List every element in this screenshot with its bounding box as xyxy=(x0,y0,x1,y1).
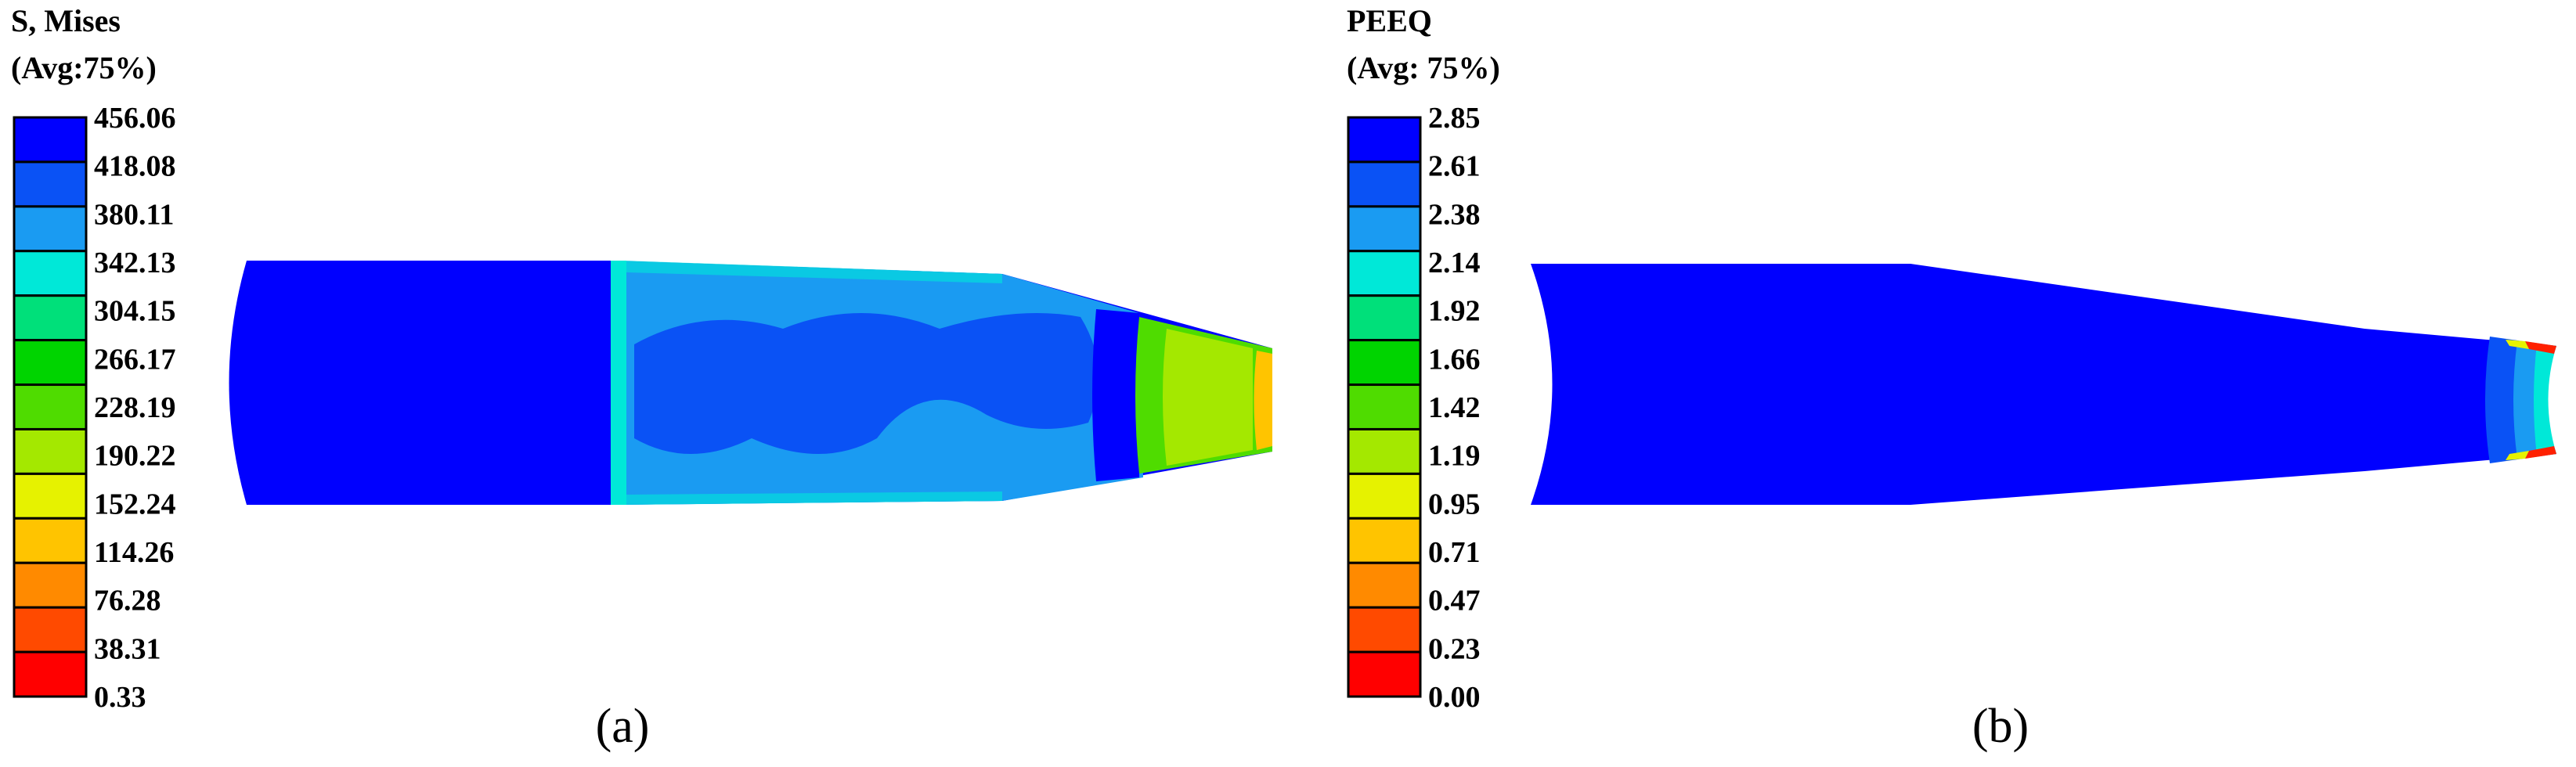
legend-tick-label: 1.92 xyxy=(1428,295,1481,328)
legend-band xyxy=(1347,160,1422,208)
legend-tick-label: 38.31 xyxy=(94,632,161,665)
legend-tick-label: 304.15 xyxy=(94,295,176,328)
specimen-a-tip-yellow xyxy=(1163,329,1253,466)
legend-band xyxy=(1347,116,1422,164)
legend-title-b-line1: PEEQ xyxy=(1347,3,1432,38)
legend-tick-label: 228.19 xyxy=(94,391,176,424)
legend-band xyxy=(1347,427,1422,475)
caption-b: (b) xyxy=(1972,700,2029,753)
legend-title-a-line2: (Avg:75%) xyxy=(11,50,157,85)
legend-band xyxy=(1347,561,1422,609)
legend-band xyxy=(13,561,88,609)
legend-band xyxy=(1347,650,1422,698)
legend-band xyxy=(13,294,88,342)
legend-tick-label: 2.85 xyxy=(1428,102,1481,135)
specimen-b-tip-red-bottom xyxy=(2525,446,2556,459)
legend-tick-label: 266.17 xyxy=(94,343,176,376)
specimen-a-zone-dark-ring xyxy=(1092,309,1139,481)
legend-tick-label: 380.11 xyxy=(94,198,174,231)
legend-band xyxy=(1347,294,1422,342)
legend-band xyxy=(1347,339,1422,387)
legend-band xyxy=(13,160,88,208)
specimen-b-tip-red-top xyxy=(2525,341,2556,354)
legend-tick-label: 0.33 xyxy=(94,681,146,714)
legend-band xyxy=(1347,384,1422,430)
legend-tick-label: 418.08 xyxy=(94,150,176,183)
specimen-b xyxy=(1531,264,2556,505)
legend-band xyxy=(1347,472,1422,520)
legend-ticks-a: 456.06 418.08 380.11 342.13 304.15 266.17 228.… xyxy=(94,102,176,714)
legend-tick-label: 1.66 xyxy=(1428,343,1481,376)
legend-tick-label: 114.26 xyxy=(94,536,174,569)
legend-ticks-b: 2.85 2.61 2.38 2.14 1.92 1.66 1.42 1.19 0.95 0.71… xyxy=(1428,102,1481,714)
legend-tick-label: 0.00 xyxy=(1428,681,1481,714)
specimen-b-tip-cyan xyxy=(2534,344,2556,456)
caption-a: (a) xyxy=(596,700,650,753)
legend-tick-label: 2.61 xyxy=(1428,150,1481,183)
legend-tick-label: 342.13 xyxy=(94,247,176,279)
specimen-b-body xyxy=(1531,264,2556,505)
legend-tick-label: 0.71 xyxy=(1428,536,1481,569)
legend-title-a-line1: S, Mises xyxy=(11,3,121,38)
specimen-a-zone-cyan-bottom xyxy=(626,492,1002,505)
legend-tick-label: 0.47 xyxy=(1428,585,1481,618)
specimen-a xyxy=(229,261,1272,505)
specimen-b-tip-yellow-bottom xyxy=(2506,451,2529,460)
legend-band xyxy=(13,205,88,253)
legend-band xyxy=(13,116,88,164)
legend-band xyxy=(13,250,88,297)
panel-b: PEEQ (Avg: 75%) 2.85 2.61 2.38 2.14 1.92 1.66… xyxy=(1347,3,2556,753)
specimen-a-zone-cyan-top xyxy=(626,261,1002,283)
specimen-a-zone-cyan xyxy=(611,261,626,505)
legend-band xyxy=(1347,250,1422,297)
legend-band xyxy=(13,427,88,475)
legend-colorbar-a xyxy=(13,116,88,698)
specimen-a-zone-mid xyxy=(634,313,1099,454)
legend-band xyxy=(1347,517,1422,564)
legend-band xyxy=(1347,606,1422,654)
legend-band xyxy=(13,517,88,564)
legend-tick-label: 456.06 xyxy=(94,102,176,135)
legend-title-b-line2: (Avg: 75%) xyxy=(1347,50,1500,85)
legend-band xyxy=(13,384,88,430)
legend-tick-label: 152.24 xyxy=(94,488,176,520)
legend-tick-label: 0.95 xyxy=(1428,488,1481,520)
legend-tick-label: 0.23 xyxy=(1428,632,1481,665)
legend-colorbar-b xyxy=(1347,116,1422,698)
legend-band xyxy=(13,606,88,654)
specimen-a-tip-orange xyxy=(1254,351,1272,450)
legend-tick-label: 190.22 xyxy=(94,440,176,473)
legend-band xyxy=(13,472,88,520)
legend-band xyxy=(1347,205,1422,253)
legend-tick-label: 1.42 xyxy=(1428,391,1481,424)
legend-tick-label: 2.38 xyxy=(1428,198,1481,231)
legend-band xyxy=(13,339,88,387)
legend-band xyxy=(13,650,88,698)
legend-tick-label: 1.19 xyxy=(1428,440,1481,473)
specimen-b-tip-yellow-top xyxy=(2506,340,2529,349)
legend-tick-label: 76.28 xyxy=(94,585,161,618)
panel-a: S, Mises (Avg:75%) 456.06 418.08 380.11 342… xyxy=(11,3,1272,753)
legend-tick-label: 2.14 xyxy=(1428,247,1481,279)
